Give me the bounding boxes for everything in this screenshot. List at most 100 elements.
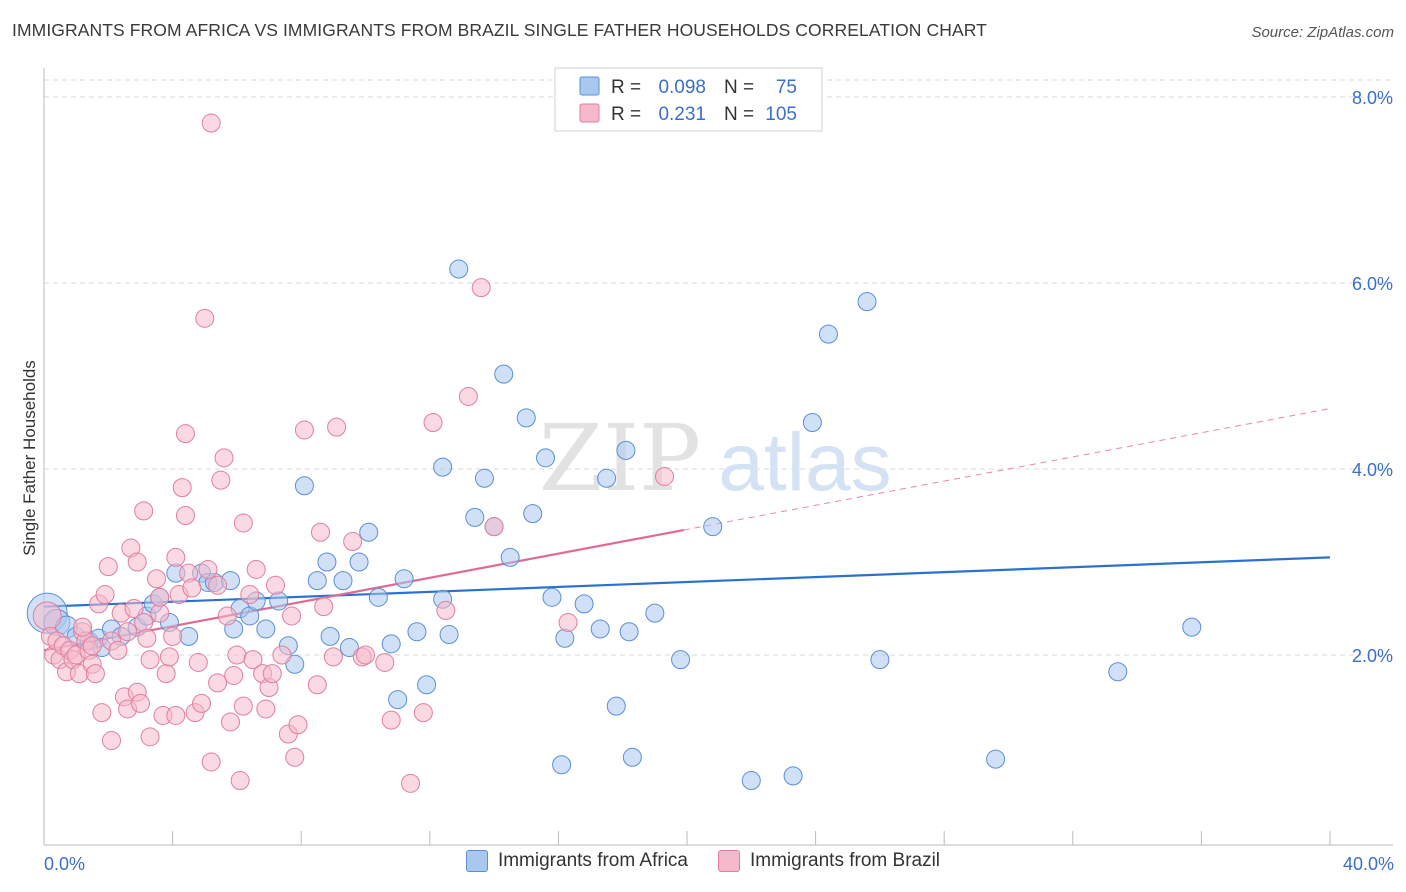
point-brazil	[108, 640, 128, 660]
bottom-legend-africa[interactable]: Immigrants from Africa	[465, 850, 688, 872]
point-brazil	[118, 622, 138, 642]
point-brazil	[140, 727, 160, 747]
legend-africa-n-value: 75	[776, 77, 797, 98]
point-brazil	[130, 693, 150, 713]
point-africa	[449, 259, 469, 279]
point-brazil	[134, 501, 154, 521]
point-africa	[285, 654, 305, 674]
bottom-legend-label-africa: Immigrants from Africa	[497, 850, 688, 871]
point-brazil	[423, 413, 443, 432]
point-brazil	[401, 773, 421, 793]
point-africa	[294, 476, 314, 496]
point-brazil	[314, 597, 334, 617]
legend-brazil-n-value: 105	[765, 104, 797, 125]
point-brazil	[413, 703, 433, 723]
point-brazil	[172, 478, 192, 498]
point-brazil	[150, 603, 170, 623]
point-brazil	[188, 652, 208, 672]
point-africa	[523, 504, 543, 524]
point-africa	[368, 587, 388, 607]
point-africa	[465, 507, 485, 527]
point-africa	[671, 650, 691, 670]
point-africa	[500, 547, 520, 567]
point-africa	[857, 292, 877, 312]
legend-brazil-n-label: N =	[724, 104, 754, 125]
point-brazil	[214, 448, 234, 468]
point-brazil	[307, 675, 327, 695]
point-africa	[269, 591, 289, 611]
bottom-legend: Immigrants from Africa Immigrants from B…	[0, 850, 1406, 872]
bottom-legend-swatch-brazil	[718, 850, 740, 872]
point-brazil	[285, 747, 305, 767]
x-tick-label-min: 0.0%	[44, 854, 85, 874]
point-africa	[802, 413, 822, 432]
point-brazil	[147, 569, 167, 589]
point-brazil	[243, 650, 263, 670]
point-brazil	[256, 699, 276, 719]
grid	[44, 79, 1393, 656]
point-brazil	[137, 628, 157, 648]
watermark-atlas: atlas	[718, 417, 891, 508]
source-label: Source: ZipAtlas.com	[1251, 24, 1394, 41]
point-africa	[339, 638, 359, 658]
point-brazil	[175, 424, 195, 444]
point-brazil	[265, 575, 285, 595]
point-brazil	[166, 547, 186, 567]
point-brazil	[32, 601, 62, 631]
point-africa	[394, 569, 414, 589]
point-brazil	[102, 731, 122, 751]
bottom-legend-brazil[interactable]: Immigrants from Brazil	[718, 850, 940, 872]
point-brazil	[220, 712, 240, 732]
point-africa	[703, 517, 723, 537]
point-brazil	[198, 559, 218, 579]
point-brazil	[294, 420, 314, 440]
point-brazil	[375, 652, 395, 672]
point-africa	[552, 755, 572, 775]
point-brazil	[233, 696, 253, 716]
watermark-zip: ZIP	[539, 405, 701, 512]
y-axis-label: Single Father Households	[20, 360, 39, 556]
x-tick-label-max: 40.0%	[1343, 854, 1394, 874]
point-africa	[619, 622, 639, 642]
point-africa	[818, 324, 838, 344]
point-brazil	[175, 506, 195, 525]
point-brazil	[140, 650, 160, 670]
point-brazil	[288, 715, 308, 735]
point-africa	[574, 594, 594, 614]
point-brazil	[230, 771, 250, 791]
point-brazil	[654, 466, 674, 486]
point-brazil	[182, 578, 202, 598]
point-brazil	[310, 522, 330, 542]
point-brazil	[166, 705, 186, 725]
point-brazil	[436, 600, 456, 620]
point-brazil	[163, 626, 183, 646]
chart-title: IMMIGRANTS FROM AFRICA VS IMMIGRANTS FRO…	[12, 20, 987, 40]
y-tick-label: 6.0%	[1352, 274, 1393, 294]
point-brazil	[192, 693, 212, 713]
point-africa	[307, 571, 327, 591]
point-brazil	[127, 552, 147, 572]
legend-swatch-brazil	[579, 103, 600, 123]
point-brazil	[85, 664, 105, 684]
point-brazil	[208, 673, 228, 693]
point-brazil	[240, 585, 260, 605]
y-tick-label: 8.0%	[1352, 88, 1393, 108]
point-africa	[597, 468, 617, 488]
point-africa	[359, 522, 379, 542]
point-brazil	[159, 647, 179, 667]
point-brazil	[282, 606, 302, 626]
point-brazil	[471, 278, 491, 298]
point-brazil	[272, 645, 292, 665]
point-brazil	[327, 417, 347, 437]
legend-swatch-africa	[579, 76, 600, 96]
point-brazil	[195, 308, 215, 328]
point-africa	[516, 408, 536, 428]
point-africa	[606, 696, 626, 716]
legend-africa-r-value: 0.098	[658, 77, 706, 98]
point-africa	[349, 552, 369, 572]
point-africa	[741, 771, 761, 791]
point-brazil	[95, 585, 115, 605]
point-brazil	[227, 645, 247, 665]
legend-brazil-r-label: R =	[611, 104, 641, 125]
